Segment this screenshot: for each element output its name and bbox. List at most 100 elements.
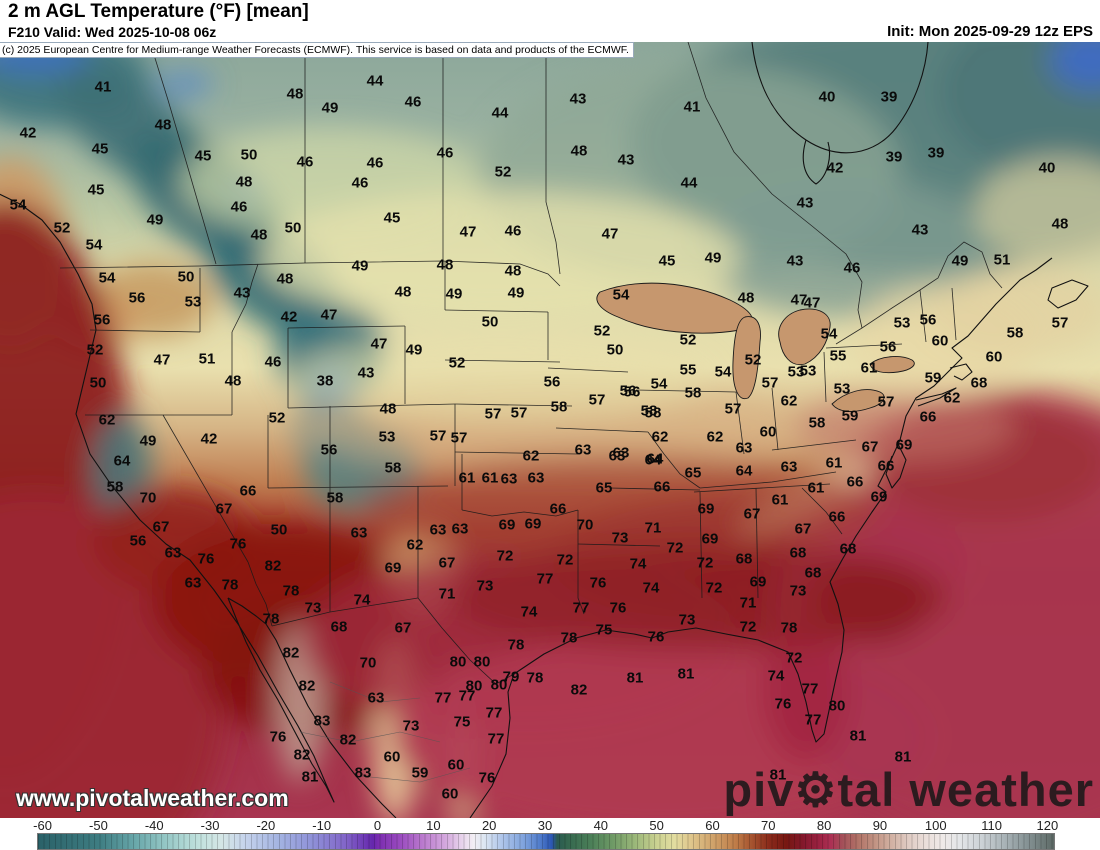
temp-value-label: 76 — [774, 695, 792, 713]
temp-value-label: 49 — [704, 249, 722, 267]
temp-value-label: 47 — [370, 335, 388, 353]
temp-value-label: 58 — [684, 384, 702, 402]
temp-value-label: 47 — [803, 294, 821, 312]
temp-value-label: 46 — [404, 93, 422, 111]
temp-value-label: 57 — [877, 393, 895, 411]
temp-value-label: 71 — [739, 594, 757, 612]
temp-value-label: 62 — [98, 411, 116, 429]
colorbar-tick: 0 — [373, 818, 382, 833]
temp-value-label: 68 — [735, 550, 753, 568]
temp-value-label: 51 — [198, 350, 216, 368]
page-title: 2 m AGL Temperature (°F) [mean] — [8, 1, 309, 22]
temp-value-label: 68 — [804, 564, 822, 582]
temp-value-label: 50 — [89, 374, 107, 392]
colorbar-tick: 40 — [593, 818, 609, 833]
temp-value-label: 73 — [789, 582, 807, 600]
temp-value-label: 78 — [221, 576, 239, 594]
temp-value-label: 49 — [146, 211, 164, 229]
colorbar[interactable] — [37, 833, 1055, 850]
temp-value-label: 69 — [701, 530, 719, 548]
temp-value-label: 76 — [647, 628, 665, 646]
temp-value-label: 72 — [496, 547, 514, 565]
temp-value-label: 73 — [304, 599, 322, 617]
temp-value-label: 56 — [623, 383, 641, 401]
temp-value-label: 78 — [507, 636, 525, 654]
temp-value-label: 44 — [680, 174, 698, 192]
temp-value-label: 46 — [366, 154, 384, 172]
temperature-map[interactable]: 41 48 44 46 49 44 43 41 40 39 42 48 45 45 50 46 46 46 52 48… — [0, 42, 1100, 818]
temp-value-label: 48 — [224, 372, 242, 390]
temp-value-label: 52 — [494, 163, 512, 181]
temp-value-label: 68 — [970, 374, 988, 392]
temp-value-label: 59 — [924, 369, 942, 387]
temp-value-label: 76 — [269, 728, 287, 746]
temp-value-label: 55 — [829, 347, 847, 365]
temp-value-label: 52 — [448, 354, 466, 372]
temp-value-label: 58 — [644, 404, 662, 422]
temp-value-label: 49 — [507, 284, 525, 302]
temp-value-label: 72 — [705, 579, 723, 597]
temp-value-label: 58 — [550, 398, 568, 416]
temp-value-label: 62 — [651, 428, 669, 446]
temp-value-label: 51 — [993, 251, 1011, 269]
temp-value-label: 48 — [276, 270, 294, 288]
colorbar-tick: -40 — [144, 818, 164, 833]
temp-value-label: 57 — [450, 429, 468, 447]
temp-value-label: 63 — [780, 458, 798, 476]
temp-value-label: 61 — [860, 359, 878, 377]
temp-value-label: 63 — [574, 441, 592, 459]
temp-value-label: 53 — [378, 428, 396, 446]
temp-value-label: 75 — [453, 713, 471, 731]
temp-value-label: 69 — [895, 436, 913, 454]
temp-value-label: 41 — [94, 78, 112, 96]
temp-value-label: 81 — [301, 768, 319, 786]
temp-value-label: 61 — [481, 469, 499, 487]
temp-value-label: 78 — [262, 610, 280, 628]
temp-value-label: 49 — [405, 341, 423, 359]
temp-value-label: 77 — [434, 689, 452, 707]
temp-value-label: 54 — [612, 286, 630, 304]
temp-value-label: 81 — [769, 766, 787, 784]
temp-value-label: 48 — [250, 226, 268, 244]
temp-value-label: 39 — [927, 144, 945, 162]
temp-value-label: 63 — [367, 689, 385, 707]
colorbar-tick: 20 — [481, 818, 497, 833]
temp-value-label: 42 — [19, 124, 37, 142]
temp-value-label: 50 — [284, 219, 302, 237]
temp-value-label: 60 — [383, 748, 401, 766]
temp-value-label: 42 — [280, 308, 298, 326]
temp-value-label: 48 — [154, 116, 172, 134]
temp-value-label: 61 — [771, 491, 789, 509]
temp-value-label: 80 — [828, 697, 846, 715]
temp-value-label: 69 — [870, 488, 888, 506]
temp-value-label: 63 — [164, 544, 182, 562]
temp-value-label: 50 — [177, 268, 195, 286]
temp-value-label: 53 — [787, 363, 805, 381]
temp-value-label: 50 — [481, 313, 499, 331]
temp-value-label: 43 — [569, 90, 587, 108]
temp-value-label: 45 — [194, 147, 212, 165]
temp-value-label: 38 — [316, 372, 334, 390]
temp-value-label: 70 — [139, 489, 157, 507]
colorbar-tick: 10 — [426, 818, 441, 833]
colorbar-tick-labels: -60 -50 -40 -30 -20 -10 0 10 20 30 40 50 60 70 80 90 100… — [0, 818, 1100, 833]
colorbar-tick: 120 — [1036, 818, 1059, 833]
temp-value-label: 49 — [951, 252, 969, 270]
temp-value-label: 46 — [296, 153, 314, 171]
temp-value-label: 68 — [789, 544, 807, 562]
temp-value-label: 45 — [658, 252, 676, 270]
temp-value-label: 82 — [298, 677, 316, 695]
header: 2 m AGL Temperature (°F) [mean] F210 Val… — [0, 0, 1100, 42]
colorbar-tick: -10 — [312, 818, 332, 833]
temp-value-label: 47 — [459, 223, 477, 241]
temp-value-label: 66 — [549, 500, 567, 518]
colorbar-tick: -50 — [89, 818, 108, 833]
colorbar-tick: 30 — [537, 818, 553, 833]
temp-value-label: 45 — [91, 140, 109, 158]
temp-value-label: 47 — [153, 351, 171, 369]
temp-value-label: 40 — [818, 88, 836, 106]
temp-value-label: 43 — [786, 252, 804, 270]
temp-value-label: 80 — [490, 676, 508, 694]
colorbar-tick: 50 — [649, 818, 664, 833]
temp-value-label: 58 — [384, 459, 402, 477]
